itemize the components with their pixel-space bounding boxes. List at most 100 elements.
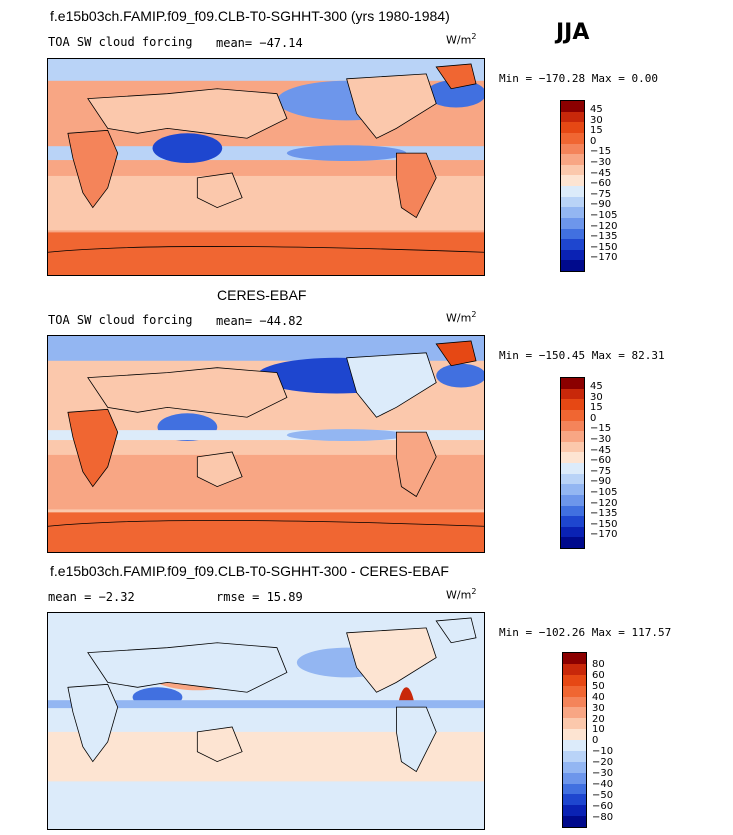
colorbar-tick-label: 80: [592, 659, 605, 670]
colorbar-swatch: [561, 409, 584, 421]
colorbar-swatch: [563, 750, 586, 762]
colorbar-swatch: [561, 441, 584, 453]
colorbar-swatch: [563, 674, 586, 686]
colorbar-tick-label: 10: [592, 724, 605, 736]
panel2-ep-itcz: [286, 429, 407, 442]
panel3-north-america: [346, 627, 437, 693]
panel1-variable-label: TOA SW cloud forcing: [48, 35, 193, 49]
panel3-eurasia: [87, 642, 288, 693]
colorbar-tick-label: 20: [592, 713, 605, 725]
colorbar-swatch: [563, 663, 586, 675]
panel2-north-america: [346, 352, 437, 418]
colorbar-swatch: [561, 249, 584, 261]
panel2-southern-ocean: [48, 512, 484, 552]
panel3-greenland: [435, 617, 477, 644]
colorbar-swatch: [563, 685, 586, 697]
colorbar-tick-label: −120: [590, 497, 618, 509]
colorbar-swatch: [561, 239, 584, 250]
colorbar-tick-label: 60: [592, 669, 605, 681]
panel3-australia: [196, 726, 243, 763]
panel1-natl-cloud: [426, 79, 484, 108]
colorbar-tick-label: 45: [590, 381, 603, 392]
colorbar-swatch: [563, 772, 586, 784]
colorbar-tick-label: −120: [590, 220, 618, 232]
panel1-africa: [67, 129, 119, 209]
colorbar-tick-label: −90: [590, 199, 612, 211]
colorbar-tick-label: −50: [592, 789, 614, 801]
colorbar-swatch: [563, 783, 586, 795]
colorbar-swatch: [561, 143, 584, 155]
colorbar-tick-label: −135: [590, 508, 618, 520]
colorbar-tick-label: −90: [590, 476, 612, 488]
colorbar-tick-label: −150: [590, 241, 618, 253]
panel1-antarctica-coast: [48, 246, 484, 253]
colorbar-swatch: [561, 388, 584, 400]
panel1-title: f.e15b03ch.FAMIP.f09_f09.CLB-T0-SGHHT-30…: [50, 8, 450, 24]
panel3-southern-ocean: [48, 781, 484, 829]
colorbar-swatch: [563, 653, 586, 664]
panel2-antarctica-coast: [48, 520, 484, 527]
colorbar-swatch: [563, 805, 586, 817]
colorbar-swatch: [563, 816, 586, 827]
colorbar-tick-label: −60: [590, 455, 612, 467]
colorbar-tick-label: 15: [590, 125, 603, 137]
panel1-minmax: Min = −170.28 Max = 0.00: [499, 72, 658, 85]
panel2-africa: [67, 408, 119, 488]
colorbar-swatch: [561, 526, 584, 538]
colorbar-tick-label: −105: [590, 487, 618, 498]
colorbar-swatch: [563, 761, 586, 773]
panel2-title: CERES-EBAF: [217, 287, 307, 303]
panel2-map: [47, 335, 485, 553]
panel3-map: [47, 612, 485, 830]
colorbar-tick-label: 45: [590, 104, 603, 115]
colorbar-swatch: [561, 207, 584, 218]
colorbar-swatch: [563, 696, 586, 708]
colorbar-swatch: [561, 431, 584, 442]
panel1-ep-itcz: [286, 145, 407, 162]
panel1-south-america: [396, 152, 437, 219]
season-label: JJA: [556, 20, 590, 45]
panel3-africa: [67, 683, 119, 763]
colorbar-swatch: [563, 707, 586, 719]
panel2-colorbar: [560, 377, 585, 549]
panel2-variable-label: TOA SW cloud forcing: [48, 313, 193, 327]
panel3-minmax: Min = −102.26 Max = 117.57: [499, 626, 672, 639]
colorbar-tick-label: −80: [592, 811, 614, 823]
colorbar-swatch: [561, 420, 584, 432]
colorbar-swatch: [561, 537, 584, 548]
panel2-units: W/m2: [446, 310, 477, 325]
colorbar-tick-label: 40: [592, 691, 605, 703]
panel2-greenland: [435, 340, 477, 367]
colorbar-swatch: [561, 228, 584, 240]
colorbar-swatch: [563, 718, 586, 730]
colorbar-tick-label: 30: [590, 391, 603, 403]
panel1-australia: [196, 172, 243, 209]
colorbar-swatch: [561, 452, 584, 463]
colorbar-tick-label: −30: [590, 434, 612, 445]
panel1-map: [47, 58, 485, 276]
colorbar-tick-label: −60: [592, 800, 614, 812]
panel1-colorbar: [560, 100, 585, 272]
colorbar-swatch: [561, 186, 584, 197]
colorbar-tick-label: 30: [592, 702, 605, 714]
panel1-greenland: [435, 63, 477, 90]
colorbar-tick-label: −75: [590, 465, 612, 477]
colorbar-tick-label: −105: [590, 210, 618, 221]
colorbar-tick-label: −40: [592, 778, 614, 790]
colorbar-swatch: [561, 378, 584, 389]
panel2-mean-label: mean= −44.82: [216, 314, 303, 328]
colorbar-tick-label: −75: [590, 188, 612, 200]
panel1-units: W/m2: [446, 32, 477, 47]
colorbar-tick-label: −170: [590, 529, 618, 541]
panel3-mean-label: mean = −2.32: [48, 590, 135, 604]
colorbar-swatch: [561, 175, 584, 186]
colorbar-tick-label: 0: [592, 735, 599, 747]
panel1-arctic-band: [48, 59, 484, 81]
colorbar-swatch: [563, 794, 586, 806]
colorbar-swatch: [561, 260, 584, 271]
colorbar-swatch: [561, 494, 584, 506]
panel1-mean-label: mean= −47.14: [216, 36, 303, 50]
panel1-monsoon: [152, 133, 223, 164]
colorbar-tick-label: 30: [590, 114, 603, 126]
colorbar-tick-label: −60: [590, 178, 612, 190]
